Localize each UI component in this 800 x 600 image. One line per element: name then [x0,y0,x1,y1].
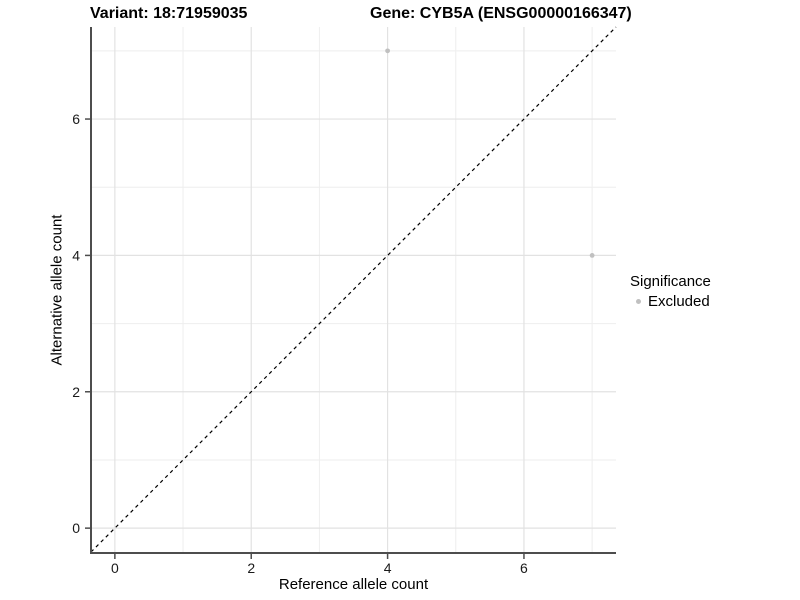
excluded-point-icon [636,299,641,304]
x-tick-label: 2 [247,560,255,576]
legend-title: Significance [630,273,711,290]
y-tick-label: 6 [72,111,80,127]
x-tick-label: 6 [520,560,528,576]
legend: Significance Excluded [630,273,711,310]
x-tick-label: 0 [111,560,119,576]
identity-dashed-line [90,26,617,553]
y-tick-label: 2 [72,384,80,400]
y-tick-label: 4 [72,247,80,263]
data-point [385,48,390,54]
y-tick-label: 0 [72,520,80,536]
variant-title: Variant: 18:71959035 [90,5,248,22]
legend-item-excluded: Excluded [630,293,711,310]
legend-item-label: Excluded [648,293,710,310]
x-axis-title: Reference allele count [278,576,429,593]
data-point [589,253,595,258]
x-tick-label: 4 [384,560,392,576]
gene-title: Gene: CYB5A (ENSG00000166347) [370,5,632,22]
y-axis-title: Alternative allele count [48,214,66,366]
